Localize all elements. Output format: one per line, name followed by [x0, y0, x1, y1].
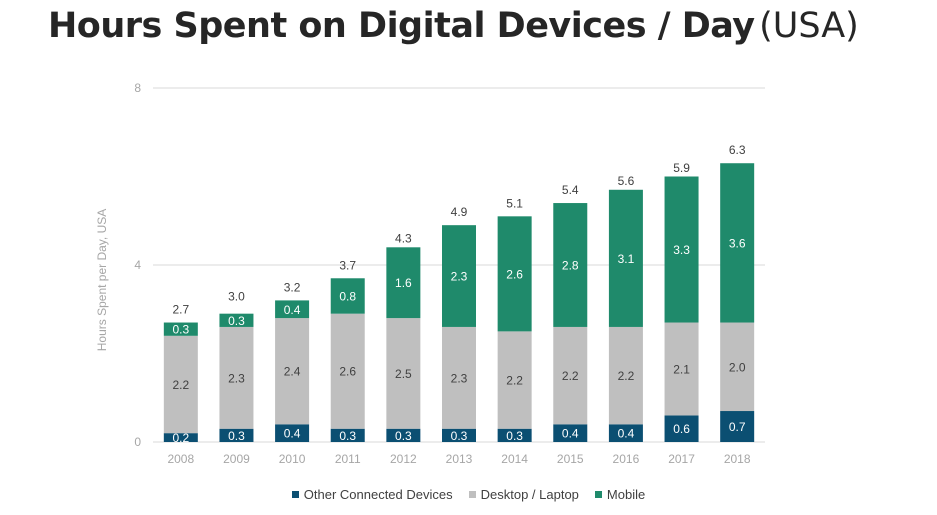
legend-swatch-other-connected-devices	[292, 491, 299, 498]
legend-item-other-connected-devices: Other Connected Devices	[292, 487, 453, 502]
legend-label-mobile: Mobile	[607, 487, 645, 502]
legend-item-desktop-laptop: Desktop / Laptop	[469, 487, 579, 502]
segment-label-mobile-2010: 0.4	[284, 303, 301, 317]
x-tick-label-2008: 2008	[167, 452, 194, 466]
segment-label-other-connected-devices-2015: 0.4	[562, 427, 579, 441]
y-tick-label: 0	[134, 435, 141, 449]
segment-label-desktop-laptop-2009: 2.3	[228, 371, 245, 385]
segment-label-mobile-2008: 0.3	[172, 323, 189, 337]
total-label-2016: 5.6	[618, 174, 635, 188]
segment-label-desktop-laptop-2010: 2.4	[284, 365, 301, 379]
x-tick-label-2015: 2015	[557, 452, 584, 466]
segment-label-desktop-laptop-2015: 2.2	[562, 369, 579, 383]
segment-label-other-connected-devices-2009: 0.3	[228, 429, 245, 443]
total-label-2014: 5.1	[506, 196, 523, 210]
total-label-2015: 5.4	[562, 183, 579, 197]
segment-label-desktop-laptop-2011: 2.6	[339, 365, 356, 379]
segment-label-desktop-laptop-2012: 2.5	[395, 367, 412, 381]
segment-label-other-connected-devices-2017: 0.6	[673, 422, 690, 436]
segment-label-other-connected-devices-2018: 0.7	[729, 420, 746, 434]
x-tick-label-2013: 2013	[446, 452, 473, 466]
segment-label-desktop-laptop-2013: 2.3	[451, 371, 468, 385]
segment-label-other-connected-devices-2011: 0.3	[339, 429, 356, 443]
x-tick-label-2009: 2009	[223, 452, 250, 466]
segment-label-mobile-2018: 3.6	[729, 236, 746, 250]
legend-swatch-mobile	[595, 491, 602, 498]
legend-item-mobile: Mobile	[595, 487, 645, 502]
total-label-2013: 4.9	[451, 205, 468, 219]
total-label-2018: 6.3	[729, 143, 746, 157]
x-tick-label-2016: 2016	[613, 452, 640, 466]
segment-label-desktop-laptop-2008: 2.2	[172, 378, 189, 392]
segment-label-mobile-2013: 2.3	[451, 270, 468, 284]
legend-swatch-desktop-laptop	[469, 491, 476, 498]
x-tick-label-2011: 2011	[335, 452, 361, 466]
segment-label-mobile-2012: 1.6	[395, 276, 412, 290]
segment-label-other-connected-devices-2013: 0.3	[451, 429, 468, 443]
segment-label-mobile-2009: 0.3	[228, 314, 245, 328]
segment-label-desktop-laptop-2016: 2.2	[618, 369, 635, 383]
segment-label-other-connected-devices-2014: 0.3	[506, 429, 523, 443]
total-label-2017: 5.9	[673, 161, 690, 175]
legend-label-other-connected-devices: Other Connected Devices	[304, 487, 453, 502]
segment-label-mobile-2015: 2.8	[562, 259, 579, 273]
segment-label-mobile-2014: 2.6	[506, 267, 523, 281]
y-tick-label: 8	[134, 81, 141, 95]
total-label-2011: 3.7	[339, 258, 356, 272]
x-tick-label-2014: 2014	[501, 452, 528, 466]
x-tick-label-2018: 2018	[724, 452, 751, 466]
x-tick-label-2012: 2012	[390, 452, 417, 466]
x-tick-label-2010: 2010	[279, 452, 306, 466]
y-axis-ticks: 0 4 8	[134, 81, 141, 449]
total-label-2008: 2.7	[172, 303, 189, 317]
segment-label-other-connected-devices-2012: 0.3	[395, 429, 412, 443]
segment-label-other-connected-devices-2016: 0.4	[618, 427, 635, 441]
segment-label-mobile-2016: 3.1	[618, 252, 635, 266]
segment-label-other-connected-devices-2010: 0.4	[284, 427, 301, 441]
total-label-2009: 3.0	[228, 289, 245, 303]
total-label-2012: 4.3	[395, 232, 412, 246]
y-axis-label: Hours Spent per Day, USA	[95, 209, 109, 352]
segment-label-other-connected-devices-2008: 0.2	[172, 431, 189, 445]
legend: Other Connected Devices Desktop / Laptop M…	[0, 487, 937, 502]
x-tick-label-2017: 2017	[668, 452, 695, 466]
y-tick-label: 4	[134, 258, 141, 272]
total-label-2010: 3.2	[284, 280, 301, 294]
segment-label-desktop-laptop-2018: 2.0	[729, 360, 746, 374]
segment-label-desktop-laptop-2017: 2.1	[673, 362, 690, 376]
segment-label-desktop-laptop-2014: 2.2	[506, 374, 523, 388]
x-axis-ticks: 2008 2009 2010 2011 2012 2013 2014 2015 2016 2017…	[167, 452, 750, 466]
segment-label-mobile-2011: 0.8	[339, 289, 356, 303]
segment-label-mobile-2017: 3.3	[673, 243, 690, 257]
legend-label-desktop-laptop: Desktop / Laptop	[481, 487, 579, 502]
